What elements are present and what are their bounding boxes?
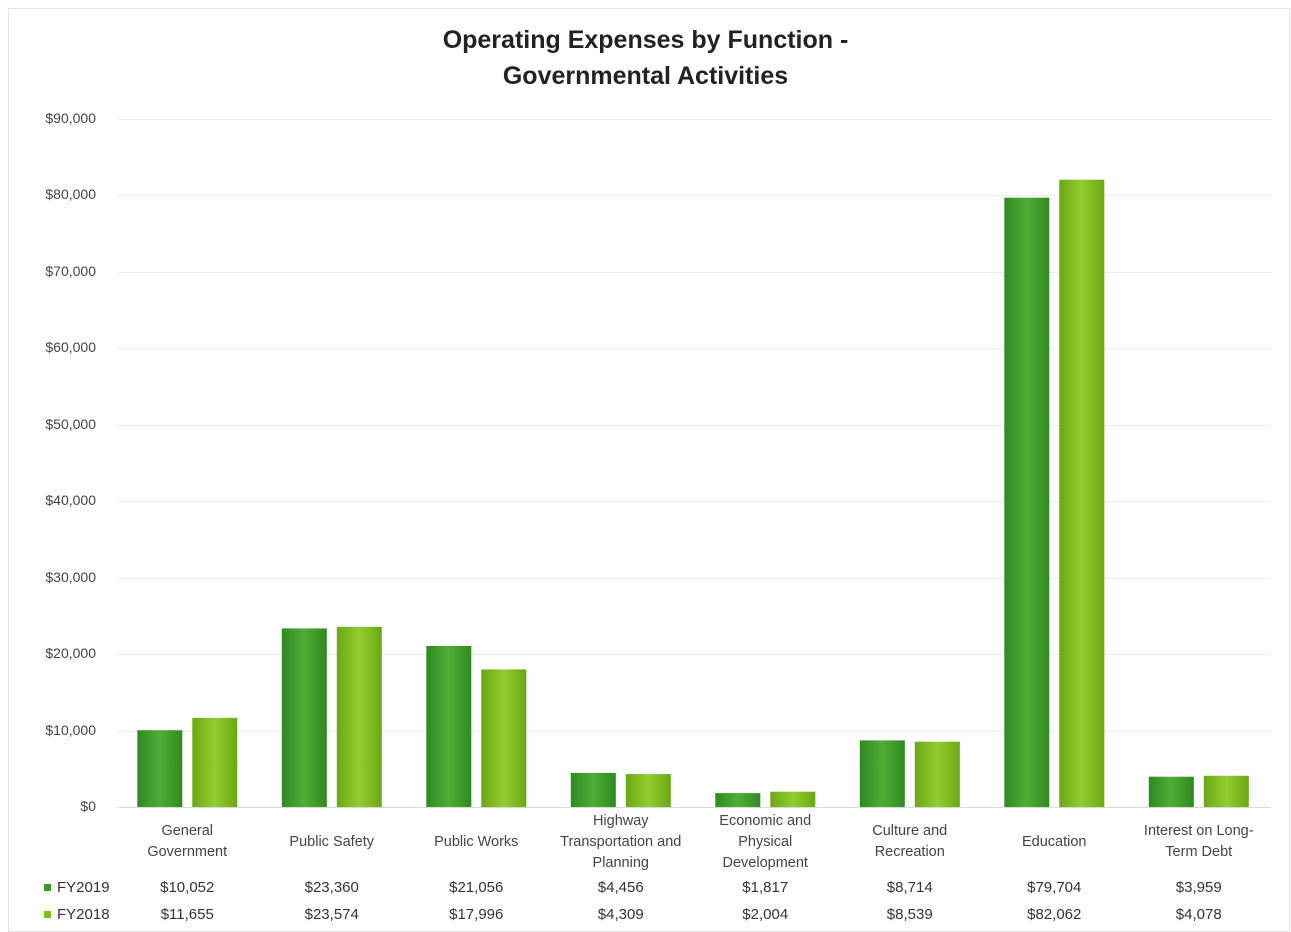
y-tick-label: $30,000 — [45, 569, 96, 585]
data-label-fy2019: $1,817 — [742, 879, 789, 896]
category-label-line: Public Works — [434, 833, 519, 850]
data-label-fy2019: $4,456 — [597, 879, 644, 896]
y-tick-label: $20,000 — [45, 645, 96, 661]
category-label-line: Economic and — [719, 812, 812, 829]
bar-fy2018-2 — [481, 669, 527, 807]
category-label-line: Government — [147, 844, 228, 860]
gridline — [118, 348, 1271, 349]
y-tick-label: $10,000 — [45, 722, 96, 738]
data-label-fy2019: $79,704 — [1027, 879, 1082, 896]
legend-entry: FY2019 — [44, 879, 124, 896]
bar-fy2019-1 — [281, 628, 327, 807]
y-tick-label: $70,000 — [45, 263, 96, 279]
category-label-line: Highway — [592, 812, 649, 829]
bar-fy2019-5 — [859, 740, 905, 807]
category-label-line: Public Safety — [289, 833, 375, 850]
chart-title-line-1: Operating Expenses by Function - — [442, 26, 849, 54]
gridline — [118, 654, 1271, 655]
data-label-fy2018: $8,539 — [886, 906, 933, 923]
category-label-line: Recreation — [874, 844, 945, 860]
bar-fy2018-7 — [1203, 775, 1249, 807]
data-label-fy2018: $2,004 — [742, 906, 789, 923]
gridline — [118, 425, 1271, 426]
y-tick-label: $80,000 — [45, 186, 96, 202]
bar-fy2018-6 — [1059, 179, 1105, 807]
legend-swatch — [44, 884, 51, 891]
bar-fy2019-3 — [570, 772, 616, 807]
category-label-line: General — [161, 823, 214, 839]
category-label: Economic and Physical Development — [695, 812, 835, 872]
category-label-line: Development — [722, 854, 808, 871]
gridline — [118, 578, 1271, 579]
bar-fy2019-0 — [137, 730, 183, 807]
data-label-fy2019: $23,360 — [304, 879, 359, 896]
category-label: Culture and Recreation — [840, 812, 980, 872]
category-label: Education — [984, 812, 1124, 872]
data-label-fy2018: $17,996 — [449, 906, 504, 923]
data-label-fy2018: $82,062 — [1027, 906, 1082, 923]
legend-label: FY2019 — [57, 879, 110, 896]
gridline — [118, 195, 1271, 196]
category-label: Public Safety — [262, 812, 402, 872]
data-label-fy2019: $10,052 — [160, 879, 215, 896]
chart-title-line-2: Governmental Activities — [502, 62, 789, 90]
bar-fy2019-4 — [715, 793, 761, 807]
data-label-fy2018: $23,574 — [304, 906, 359, 923]
bar-fy2018-0 — [192, 717, 238, 807]
legend-entry: FY2018 — [44, 906, 124, 923]
category-label-line: Interest on Long- — [1143, 823, 1254, 839]
category-label: General Government — [117, 812, 257, 872]
legend-label: FY2018 — [57, 906, 110, 923]
data-label-fy2018: $11,655 — [160, 906, 214, 923]
gridline — [118, 731, 1271, 732]
data-label-fy2018: $4,078 — [1175, 906, 1222, 923]
gridline — [118, 119, 1271, 120]
category-label-line: Culture and — [872, 823, 948, 839]
gridline — [118, 501, 1271, 502]
bar-fy2019-2 — [426, 646, 472, 807]
gridline — [118, 272, 1271, 273]
category-label-line: Education — [1022, 833, 1087, 850]
category-label-line: Term Debt — [1165, 844, 1233, 860]
category-label-line: Physical — [738, 833, 793, 850]
category-label-line: Planning — [592, 854, 649, 871]
y-tick-label: $0 — [80, 798, 96, 814]
category-label-line: Transportation and — [560, 833, 682, 850]
bar-fy2018-3 — [625, 774, 671, 807]
y-tick-label: $50,000 — [45, 416, 96, 432]
y-tick-label: $90,000 — [45, 110, 96, 126]
gridline — [118, 807, 1271, 808]
bar-fy2018-1 — [336, 626, 382, 807]
category-label: Public Works — [406, 812, 546, 872]
data-label-fy2018: $4,309 — [597, 906, 644, 923]
data-label-fy2019: $21,056 — [449, 879, 504, 896]
bar-fy2019-6 — [1004, 197, 1050, 807]
legend-swatch — [44, 911, 51, 918]
data-label-fy2019: $8,714 — [886, 879, 933, 896]
y-tick-label: $40,000 — [45, 492, 96, 508]
bar-fy2018-4 — [770, 791, 816, 807]
bar-fy2018-5 — [914, 741, 960, 807]
category-label: Interest on Long- Term Debt — [1129, 812, 1269, 872]
y-tick-label: $60,000 — [45, 339, 96, 355]
bar-fy2019-7 — [1148, 776, 1194, 807]
category-label: Highway Transportation and Planning — [551, 812, 691, 872]
data-label-fy2019: $3,959 — [1175, 879, 1222, 896]
